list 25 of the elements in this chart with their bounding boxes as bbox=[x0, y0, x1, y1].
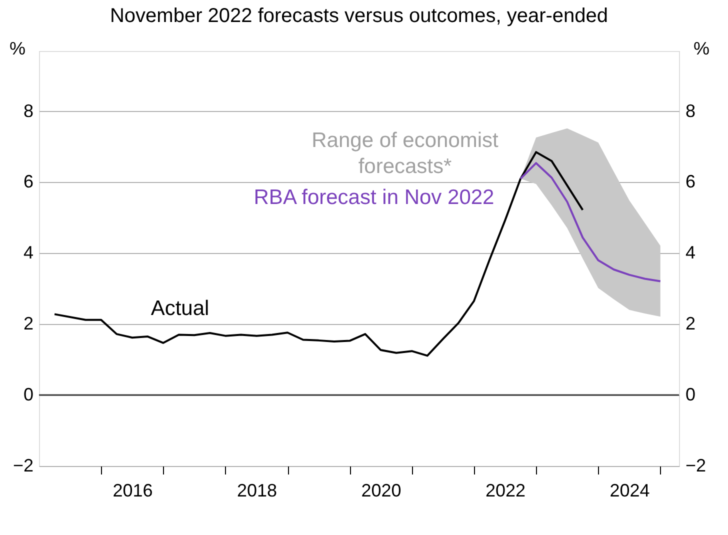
y-tick-label: 0 bbox=[23, 384, 34, 405]
annotation: Range of economist forecasts* bbox=[312, 129, 499, 178]
x-tick-label: 2024 bbox=[610, 480, 650, 500]
line-series bbox=[520, 162, 662, 282]
y2-tick-label: 8 bbox=[686, 100, 696, 121]
y2-tick-label: 6 bbox=[686, 172, 696, 192]
y2-tick-label: −2 bbox=[686, 456, 706, 476]
y2-axis-title: % bbox=[694, 38, 710, 58]
x-tick-label: 2022 bbox=[485, 480, 526, 500]
y-tick-label: 2 bbox=[23, 314, 34, 334]
y-tick-label: −2 bbox=[12, 456, 34, 476]
y2-tick-label: 2 bbox=[686, 314, 696, 334]
x-tick-label: 2018 bbox=[236, 480, 277, 500]
series-label: RBA forecast in Nov 2022 bbox=[254, 186, 494, 209]
x-tick-label: 2016 bbox=[112, 480, 153, 500]
y2-tick-label: 0 bbox=[686, 384, 696, 405]
x-tick-label: 2020 bbox=[361, 480, 402, 500]
y2-tick-label: 4 bbox=[686, 242, 696, 263]
chart-title: November 2022 forecasts versus outcomes, year-ended bbox=[110, 5, 608, 27]
y-tick-label: 6 bbox=[23, 172, 34, 192]
line-series bbox=[54, 151, 584, 357]
series-label: Actual bbox=[150, 297, 210, 320]
y-tick-label: 8 bbox=[23, 100, 34, 121]
y-tick-label: 4 bbox=[23, 242, 34, 263]
y-axis-title: % bbox=[9, 38, 26, 58]
